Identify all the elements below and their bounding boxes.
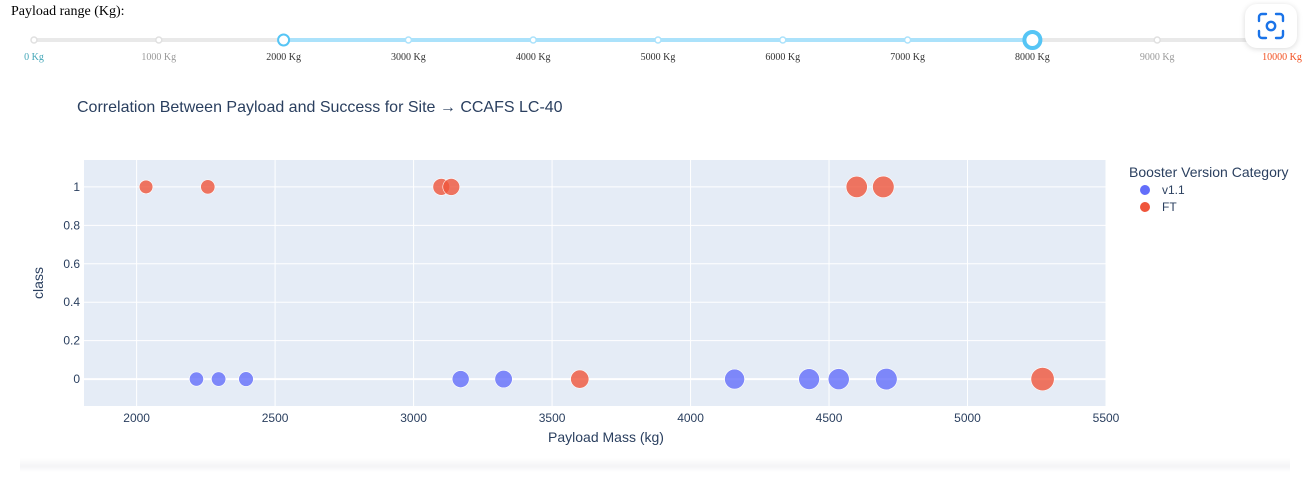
data-point-ft[interactable] xyxy=(1030,367,1055,392)
scan-icon xyxy=(1257,12,1285,40)
slider-mark-dot[interactable] xyxy=(404,36,413,44)
slider-mark-label: 10000 Kg xyxy=(1262,52,1302,63)
slider-mark-label: 6000 Kg xyxy=(765,52,800,63)
legend-marker-ft xyxy=(1140,202,1150,212)
legend-item-ft[interactable]: FT xyxy=(1140,198,1177,216)
slider-mark-label: 1000 Kg xyxy=(141,52,176,63)
data-point-v1-1[interactable] xyxy=(494,370,513,389)
slider-mark-label: 4000 Kg xyxy=(516,52,551,63)
y-tick-label: 0 xyxy=(73,372,80,386)
slider-mark-label: 3000 Kg xyxy=(391,52,426,63)
slider-mark-label: 7000 Kg xyxy=(890,52,925,63)
y-tick-label: 0.4 xyxy=(63,295,80,309)
x-tick-label: 4500 xyxy=(816,411,843,425)
plot-area xyxy=(84,160,1106,406)
data-point-ft[interactable] xyxy=(200,179,216,195)
data-point-v1-1[interactable] xyxy=(798,368,820,390)
slider-mark-label: 5000 Kg xyxy=(641,52,676,63)
payload-range-slider[interactable]: 0 Kg 1000 Kg 2000 Kg 3000 Kg 4000 Kg 5000 Kg 6… xyxy=(0,0,1309,80)
legend-label-ft: FT xyxy=(1162,200,1177,214)
legend-item-v1-1[interactable]: v1.1 xyxy=(1140,181,1185,199)
data-point-ft[interactable] xyxy=(138,179,154,195)
x-tick-label: 4000 xyxy=(677,411,704,425)
x-tick-label: 5500 xyxy=(1093,411,1120,425)
page-footer-shadow xyxy=(20,458,1290,472)
data-point-v1-1[interactable] xyxy=(827,368,850,390)
slider-mark-label: 9000 Kg xyxy=(1140,52,1175,63)
legend-title: Booster Version Category xyxy=(1129,164,1289,180)
slider-mark-dot[interactable] xyxy=(155,36,163,44)
data-point-v1-1[interactable] xyxy=(724,368,745,390)
x-tick-label: 3500 xyxy=(539,411,566,425)
legend-label-v1-1: v1.1 xyxy=(1162,183,1185,197)
data-point-ft[interactable] xyxy=(442,178,461,196)
data-point-v1-1[interactable] xyxy=(451,370,470,388)
y-tick-label: 0.8 xyxy=(63,218,80,232)
slider-mark-dot[interactable] xyxy=(903,36,912,44)
slider-mark-label: 0 Kg xyxy=(24,52,44,63)
data-point-v1-1[interactable] xyxy=(189,371,204,387)
x-tick-label: 5000 xyxy=(954,411,981,425)
slider-handle-high[interactable] xyxy=(1022,30,1043,50)
data-point-ft[interactable] xyxy=(872,175,895,199)
x-axis-title: Payload Mass (kg) xyxy=(548,429,664,445)
slider-mark-dot[interactable] xyxy=(30,36,38,44)
y-tick-label: 1 xyxy=(73,180,80,194)
data-point-v1-1[interactable] xyxy=(211,371,227,387)
slider-mark-dot[interactable] xyxy=(779,36,787,44)
chart-title: Correlation Between Payload and Success … xyxy=(77,99,563,116)
scan-button[interactable] xyxy=(1245,4,1297,48)
x-tick-label: 2500 xyxy=(262,411,289,425)
payload-range-label: Payload range (Kg): xyxy=(11,4,125,19)
slider-mark-dot[interactable] xyxy=(529,36,537,44)
slider-mark-label: 8000 Kg xyxy=(1015,52,1050,63)
x-tick-label: 3000 xyxy=(400,411,427,425)
data-point-ft[interactable] xyxy=(570,369,590,389)
data-point-v1-1[interactable] xyxy=(875,367,898,391)
slider-mark-label: 2000 Kg xyxy=(266,52,301,63)
data-point-ft[interactable] xyxy=(845,175,868,198)
x-tick-label: 2000 xyxy=(123,411,150,425)
slider-mark-dot[interactable] xyxy=(1153,36,1161,44)
y-axis-title: class xyxy=(30,267,46,299)
y-tick-label: 0.6 xyxy=(63,257,80,271)
legend-marker-v1-1 xyxy=(1140,185,1150,195)
data-point-v1-1[interactable] xyxy=(238,371,254,387)
y-tick-label: 0.2 xyxy=(63,334,80,348)
slider-handle-low[interactable] xyxy=(277,33,291,47)
slider-mark-dot[interactable] xyxy=(654,36,662,44)
